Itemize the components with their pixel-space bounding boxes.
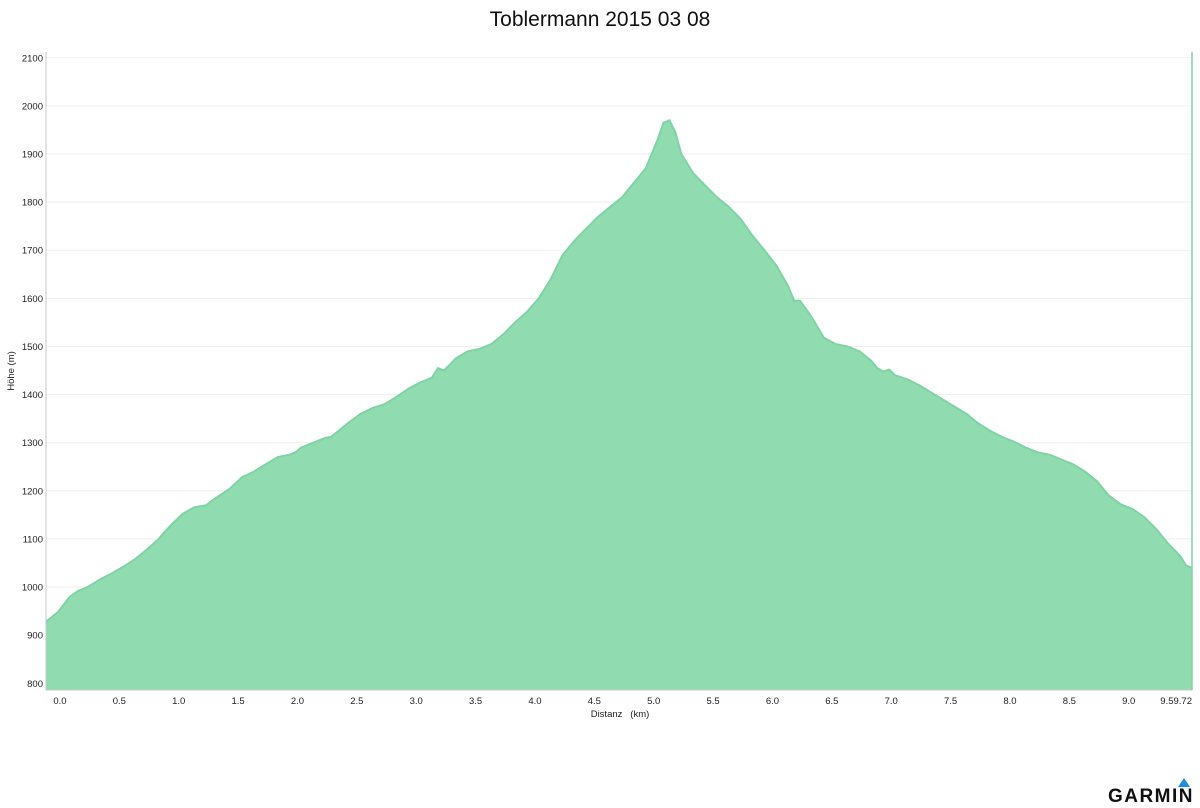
- x-tick-label: 5.5: [706, 696, 719, 707]
- y-tick-label: 2000: [22, 101, 43, 112]
- y-tick-label: 800: [27, 679, 43, 690]
- x-tick-label: 8.5: [1063, 696, 1076, 707]
- elevation-fill: [46, 120, 1192, 691]
- y-tick-label: 1400: [22, 390, 43, 401]
- y-tick-label: 1900: [22, 150, 43, 161]
- y-tick-label: 900: [27, 631, 43, 642]
- axes: [45, 52, 1193, 691]
- x-axis-ticks: 0.0 0.5 1.0 1.5 2.0 2.5 3.0 3.5 4.0 4.5 5.0 5.5 6.0 6…: [53, 696, 1192, 707]
- y-tick-label: 1100: [23, 534, 43, 545]
- x-tick-label: 0.5: [113, 696, 126, 707]
- x-tick-label: 4.0: [528, 696, 541, 707]
- x-tick-label: 3.5: [469, 696, 482, 707]
- y-tick-label: 1500: [22, 342, 43, 353]
- x-tick-label: 0.0: [53, 696, 66, 707]
- elevation-line: [45, 119, 1193, 623]
- x-tick-label: 3.0: [410, 696, 423, 707]
- x-tick-label: 7.0: [885, 696, 898, 707]
- x-tick-label: 9.59.72: [1160, 696, 1192, 707]
- chart-title: Toblermann 2015 03 08: [489, 8, 711, 31]
- y-tick-label: 1600: [22, 294, 43, 305]
- garmin-logo: GARMIN: [1084, 778, 1194, 808]
- x-tick-label: 1.5: [231, 696, 244, 707]
- y-tick-label: 1700: [22, 246, 43, 257]
- x-tick-label: 4.5: [588, 696, 601, 707]
- y-tick-label: 1300: [22, 438, 43, 449]
- y-tick-label: 1000: [22, 583, 43, 594]
- y-tick-label: 2100: [22, 53, 43, 64]
- x-axis-label: Distanz (km): [591, 709, 650, 720]
- x-tick-label: 6.5: [825, 696, 838, 707]
- y-tick-label: 1200: [22, 486, 43, 497]
- garmin-triangle-icon: [1178, 778, 1190, 787]
- x-tick-label: 7.5: [944, 696, 957, 707]
- y-axis-label: Höhe (m): [6, 351, 17, 391]
- y-axis-ticks: 800 900 1000 1100 1200 1300 1400 1500 1600 1700 18…: [22, 53, 43, 689]
- x-tick-label: 6.0: [766, 696, 779, 707]
- x-tick-label: 5.0: [647, 696, 660, 707]
- x-tick-label: 9.0: [1122, 696, 1135, 707]
- x-tick-label: 2.0: [291, 696, 304, 707]
- x-tick-label: 1.0: [172, 696, 185, 707]
- x-tick-label: 2.5: [350, 696, 363, 707]
- elevation-area: [45, 119, 1193, 691]
- x-tick-label: 8.0: [1003, 696, 1016, 707]
- y-tick-label: 1800: [22, 198, 43, 209]
- garmin-wordmark: GARMIN: [1107, 786, 1194, 807]
